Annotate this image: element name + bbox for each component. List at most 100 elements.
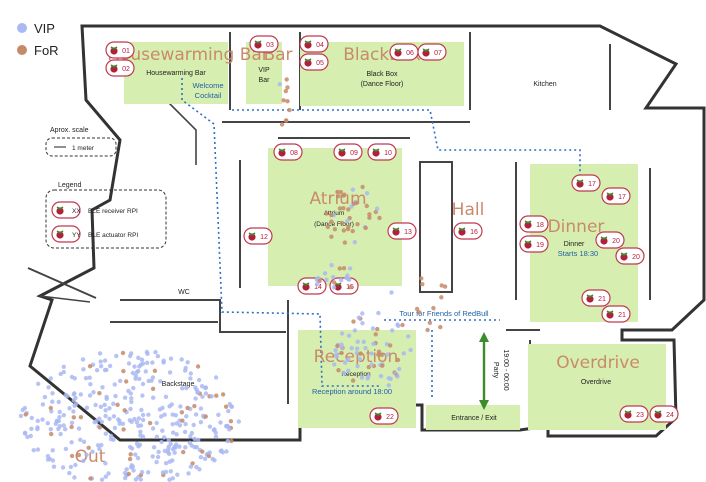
vip-dot bbox=[134, 369, 140, 375]
vip-dot bbox=[80, 357, 86, 362]
vip-dot bbox=[107, 363, 113, 369]
for-dot bbox=[339, 350, 344, 356]
vip-dot bbox=[31, 448, 36, 453]
vip-dot bbox=[168, 441, 173, 447]
for-dot bbox=[380, 363, 385, 368]
vip-dot bbox=[99, 477, 105, 482]
vip-dot bbox=[339, 342, 344, 347]
vip-dot bbox=[140, 381, 146, 387]
vip-dot bbox=[138, 433, 143, 438]
rpi-badge: 09 bbox=[333, 143, 363, 161]
for-dot bbox=[367, 212, 372, 217]
vip-dot bbox=[384, 342, 390, 347]
for-dot bbox=[388, 343, 393, 348]
vip-dot bbox=[160, 428, 165, 433]
vip-dot bbox=[134, 441, 140, 446]
vip-dot bbox=[196, 377, 202, 383]
vip-dot bbox=[97, 446, 102, 452]
legend-receiver-badge bbox=[51, 201, 81, 219]
room-label-wc: WC bbox=[178, 289, 190, 296]
vip-dot bbox=[345, 273, 350, 278]
vip-dot bbox=[57, 415, 62, 420]
for-dot bbox=[358, 351, 363, 356]
rpi-badge-number: 21 bbox=[618, 312, 626, 319]
vip-dot bbox=[177, 423, 183, 428]
vip-dot bbox=[50, 448, 55, 453]
rpi-badge-number: 13 bbox=[404, 229, 412, 236]
rpi-badge-number: 14 bbox=[314, 284, 322, 291]
vip-dot bbox=[352, 328, 358, 333]
vip-dot bbox=[188, 434, 193, 439]
vip-dot bbox=[35, 425, 40, 430]
for-dot bbox=[150, 386, 156, 391]
vip-dot bbox=[386, 383, 391, 388]
vip-dot bbox=[129, 463, 134, 468]
vip-dot bbox=[138, 477, 143, 482]
legend-vip-marker bbox=[17, 23, 27, 33]
vip-dot bbox=[120, 421, 126, 426]
vip-dot bbox=[137, 376, 142, 382]
for-dot bbox=[414, 306, 420, 312]
vip-dot bbox=[154, 434, 160, 439]
vip-dot bbox=[167, 477, 172, 482]
for-dot bbox=[341, 193, 346, 198]
vip-dot bbox=[170, 422, 175, 427]
room-label-housewarming-bar: Housewarming Bar bbox=[146, 70, 206, 77]
rpi-badge: 08 bbox=[273, 143, 303, 161]
rpi-badge: 24 bbox=[649, 405, 679, 423]
vip-dot bbox=[131, 385, 136, 391]
vip-dot bbox=[56, 426, 61, 432]
vip-dot bbox=[375, 206, 380, 211]
vip-dot bbox=[168, 469, 173, 474]
vip-dot bbox=[151, 445, 157, 450]
vip-dot bbox=[395, 374, 400, 379]
vip-dot bbox=[185, 360, 190, 365]
for-dot bbox=[360, 184, 365, 190]
for-dot bbox=[342, 240, 348, 245]
vip-dot bbox=[126, 388, 131, 394]
room-label-overdrive: Overdrive bbox=[581, 379, 611, 386]
for-dot bbox=[335, 194, 341, 199]
for-dot bbox=[120, 350, 126, 356]
vip-dot bbox=[93, 402, 98, 408]
vip-dot bbox=[355, 364, 360, 369]
vip-dot bbox=[90, 449, 95, 454]
for-dot bbox=[284, 77, 289, 82]
for-dot bbox=[200, 449, 205, 454]
room-label-backstage: Backstage bbox=[162, 381, 195, 388]
rpi-badge-number: 22 bbox=[386, 414, 394, 421]
rpi-badge-number: 18 bbox=[536, 222, 544, 229]
vip-dot bbox=[103, 431, 109, 436]
rpi-badge: 10 bbox=[367, 143, 397, 161]
vip-dot bbox=[60, 465, 66, 470]
vip-dot bbox=[162, 448, 168, 454]
for-dot bbox=[223, 404, 229, 409]
vip-dot bbox=[170, 458, 175, 463]
vip-dot bbox=[390, 328, 395, 333]
rpi-badge-number: 17 bbox=[588, 181, 596, 188]
vip-dot bbox=[343, 360, 348, 365]
vip-dot bbox=[25, 434, 30, 440]
vip-dot bbox=[200, 394, 205, 399]
scale-title: Aprox. scale bbox=[50, 127, 89, 134]
vip-dot bbox=[76, 426, 82, 431]
rpi-badge: 20 bbox=[615, 247, 645, 265]
vip-dot bbox=[84, 405, 90, 410]
vip-dot bbox=[363, 345, 368, 351]
vip-dot bbox=[104, 394, 109, 400]
for-dot bbox=[48, 405, 53, 411]
vip-dot bbox=[45, 457, 51, 462]
vip-dot bbox=[236, 419, 241, 424]
for-dot bbox=[214, 393, 219, 398]
vip-dot bbox=[95, 443, 101, 448]
vip-dot bbox=[376, 310, 381, 316]
vip-dot bbox=[103, 474, 109, 479]
vip-dot bbox=[369, 362, 374, 367]
legend-receiver-code: XX bbox=[72, 208, 81, 215]
vip-dot bbox=[99, 442, 104, 448]
vip-dot bbox=[140, 417, 146, 423]
vip-dot bbox=[136, 416, 142, 421]
vip-dot bbox=[108, 436, 114, 442]
rpi-badge-number: 06 bbox=[406, 50, 414, 57]
for-dot bbox=[121, 427, 126, 432]
